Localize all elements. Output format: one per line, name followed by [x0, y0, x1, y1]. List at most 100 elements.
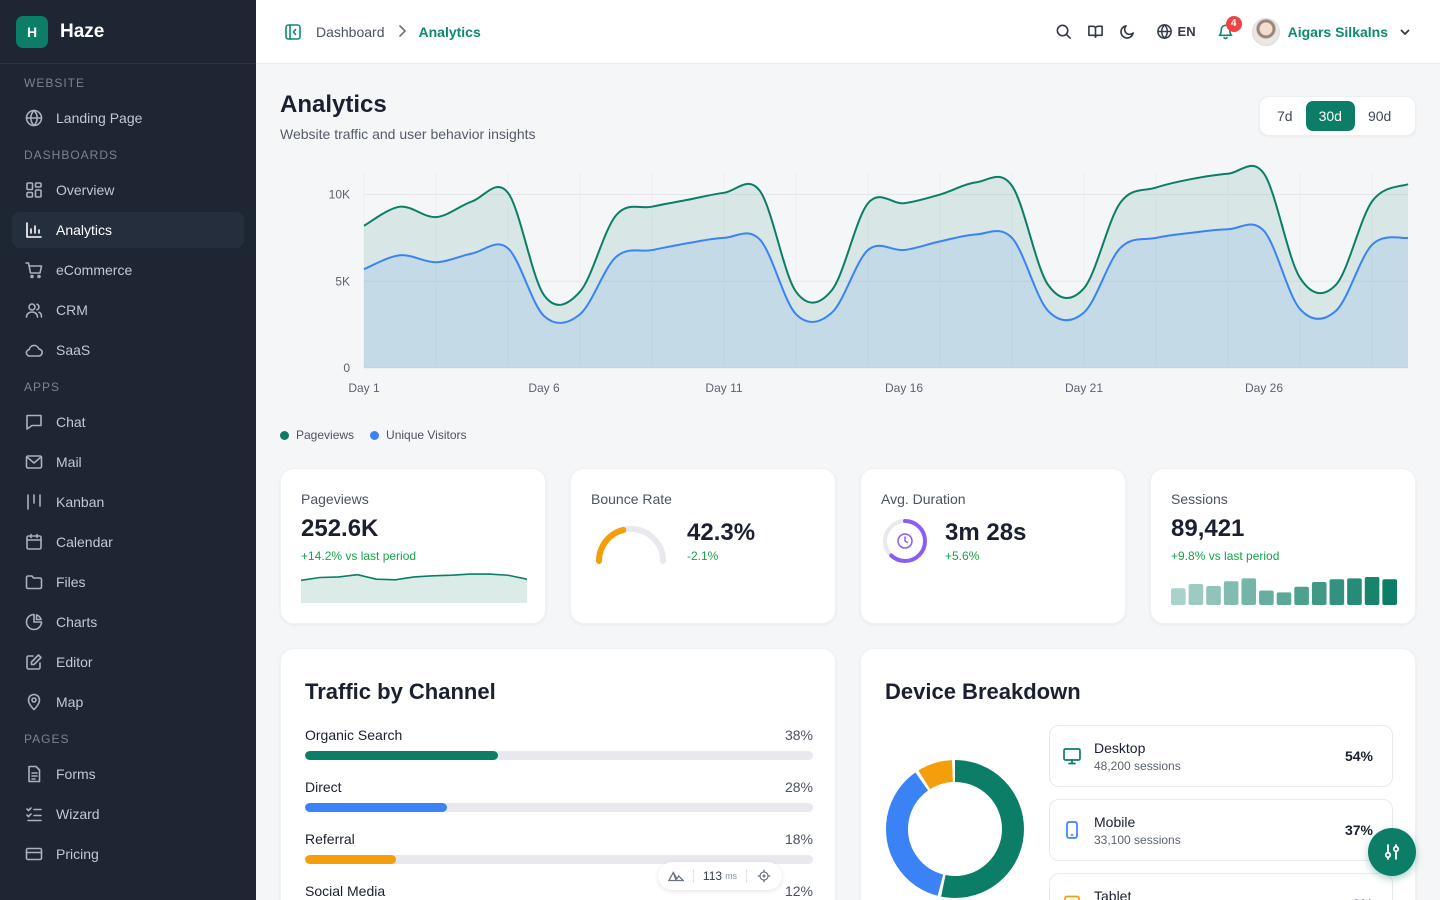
y-tick-label: 10K: [329, 188, 350, 202]
nav-section-heading: APPS: [24, 380, 61, 394]
sidebar-item-crm[interactable]: CRM: [12, 292, 244, 328]
phone-icon: [1062, 820, 1082, 840]
theme-toggle-button[interactable]: [1112, 16, 1144, 48]
device-item-desktop[interactable]: Desktop 48,200 sessions 54%: [1049, 725, 1393, 787]
sidebar-item-label: Pricing: [56, 846, 99, 862]
device-percent: 9%: [1353, 896, 1373, 900]
top-actions: EN 4 Aigars Silkalns: [1048, 15, 1412, 48]
sessions-bar: [1241, 578, 1257, 605]
sparkline-area: [301, 574, 527, 603]
performance-widget[interactable]: 113 ms: [658, 862, 782, 890]
monitor-icon: [1062, 746, 1082, 766]
legend-swatch: [280, 430, 289, 440]
sidebar-item-label: Files: [56, 574, 86, 590]
notifications-button[interactable]: 4: [1210, 15, 1242, 48]
channel-row-header: Organic Search 38%: [305, 727, 813, 743]
sidebar-item-editor[interactable]: Editor: [12, 644, 244, 680]
sidebar-item-label: eCommerce: [56, 262, 133, 278]
legend-item[interactable]: Pageviews: [280, 428, 354, 442]
nav-section-heading: DASHBOARDS: [24, 148, 119, 162]
kpi-value: 42.3%: [687, 519, 756, 546]
x-tick-label: Day 21: [1065, 381, 1103, 395]
kpi-delta: +5.6%: [945, 549, 980, 563]
sessions-bar: [1276, 592, 1292, 605]
y-tick-label: 5K: [335, 274, 350, 288]
settings-fab[interactable]: [1368, 828, 1416, 876]
user-name: Aigars Silkalns: [1287, 23, 1388, 40]
range-button-7d[interactable]: 7d: [1277, 108, 1293, 124]
kpi-card-bounce-rate: Bounce Rate 42.3% -2.1%: [570, 468, 836, 624]
channel-percent: 28%: [784, 779, 813, 795]
ring-fill: [883, 519, 927, 563]
y-tick-label: 0: [343, 361, 350, 375]
docs-button[interactable]: [1080, 16, 1112, 48]
legend-label: Unique Visitors: [386, 428, 467, 442]
device-percent: 54%: [1344, 748, 1373, 764]
sessions-bar: [1188, 584, 1204, 605]
series-line-visitors[interactable]: [363, 223, 1409, 324]
donut-slice-desktop[interactable]: [886, 760, 1024, 898]
channel-row: Social Media 12%: [305, 883, 813, 900]
sidebar-item-mail[interactable]: Mail: [12, 444, 244, 480]
brand[interactable]: H Haze: [0, 0, 256, 64]
sidebar-item-map[interactable]: Map: [12, 684, 244, 720]
device-name: Mobile: [1094, 814, 1136, 830]
sidebar-item-ecommerce[interactable]: eCommerce: [12, 252, 244, 288]
legend-item[interactable]: Unique Visitors: [370, 428, 467, 442]
globe-icon: [1156, 23, 1172, 40]
search-button[interactable]: [1048, 16, 1080, 48]
sidebar-item-files[interactable]: Files: [12, 564, 244, 600]
series-line-pageviews[interactable]: [363, 164, 1409, 306]
sidebar-item-label: Wizard: [56, 806, 100, 822]
sidebar-item-saas[interactable]: SaaS: [12, 332, 244, 368]
kpi-delta: +9.8% vs last period: [1171, 549, 1280, 563]
sidebar-item-pricing[interactable]: Pricing: [12, 836, 244, 872]
device-item-mobile[interactable]: Mobile 33,100 sessions 37%: [1049, 799, 1393, 861]
brand-logo: H: [16, 15, 48, 48]
sidebar-item-forms[interactable]: Forms: [12, 756, 244, 792]
range-button-30d[interactable]: 30d: [1305, 101, 1355, 131]
duration-ring: [883, 519, 927, 563]
channel-percent: 38%: [784, 727, 813, 743]
avatar: [1251, 17, 1280, 46]
device-sessions: 48,200 sessions: [1094, 759, 1181, 773]
sidebar-item-wizard[interactable]: Wizard: [12, 796, 244, 832]
sidebar-item-label: Analytics: [56, 222, 113, 238]
channel-row-header: Social Media 12%: [305, 883, 813, 899]
sidebar-item-chat[interactable]: Chat: [12, 404, 244, 440]
sparkline-line: [301, 573, 527, 582]
sidebar-item-calendar[interactable]: Calendar: [12, 524, 244, 560]
device-name: Desktop: [1094, 740, 1146, 756]
sessions-bar: [1364, 577, 1380, 605]
device-breakdown-card: Device Breakdown Desktop 48,200 sessions 5…: [860, 648, 1416, 900]
kpi-value: 252.6K: [301, 515, 379, 542]
range-button-90d[interactable]: 90d: [1367, 108, 1392, 124]
progress-track: [305, 803, 813, 812]
sidebar-item-landing-page[interactable]: Landing Page: [12, 100, 244, 136]
kpi-label: Avg. Duration: [881, 491, 966, 507]
sessions-bar: [1347, 578, 1362, 605]
sidebar-nav: WEBSITE Landing Page DASHBOARDS Overview Ana…: [0, 76, 256, 872]
panel-title: Traffic by Channel: [305, 679, 496, 704]
nav-section-heading: PAGES: [24, 732, 70, 746]
channel-percent: 18%: [784, 831, 813, 847]
sidebar-item-kanban[interactable]: Kanban: [12, 484, 244, 520]
sidebar-item-label: Kanban: [56, 494, 105, 510]
sidebar-toggle-icon[interactable]: [284, 23, 302, 41]
sidebar-item-overview[interactable]: Overview: [12, 172, 244, 208]
kpi-value: 89,421: [1171, 515, 1245, 542]
sidebar-item-charts[interactable]: Charts: [12, 604, 244, 640]
progress-track: [305, 855, 813, 864]
user-menu[interactable]: Aigars Silkalns: [1251, 17, 1412, 46]
breadcrumb-parent[interactable]: Dashboard: [316, 23, 385, 40]
device-item-tablet[interactable]: Tablet 9%: [1049, 873, 1393, 900]
donut-slice-mobile[interactable]: [886, 760, 1024, 898]
nav-section: APPS Chat Mail Kanban Calendar Files Charts Edi…: [0, 380, 256, 720]
sidebar-item-analytics[interactable]: Analytics: [12, 212, 244, 248]
language-switcher[interactable]: EN: [1156, 23, 1196, 40]
crosshair-icon[interactable]: [756, 869, 772, 883]
device-sessions: 33,100 sessions: [1094, 833, 1181, 847]
nav-section-heading: WEBSITE: [24, 76, 86, 90]
x-tick-label: Day 1: [348, 381, 380, 395]
sidebar-item-label: Map: [56, 694, 84, 710]
